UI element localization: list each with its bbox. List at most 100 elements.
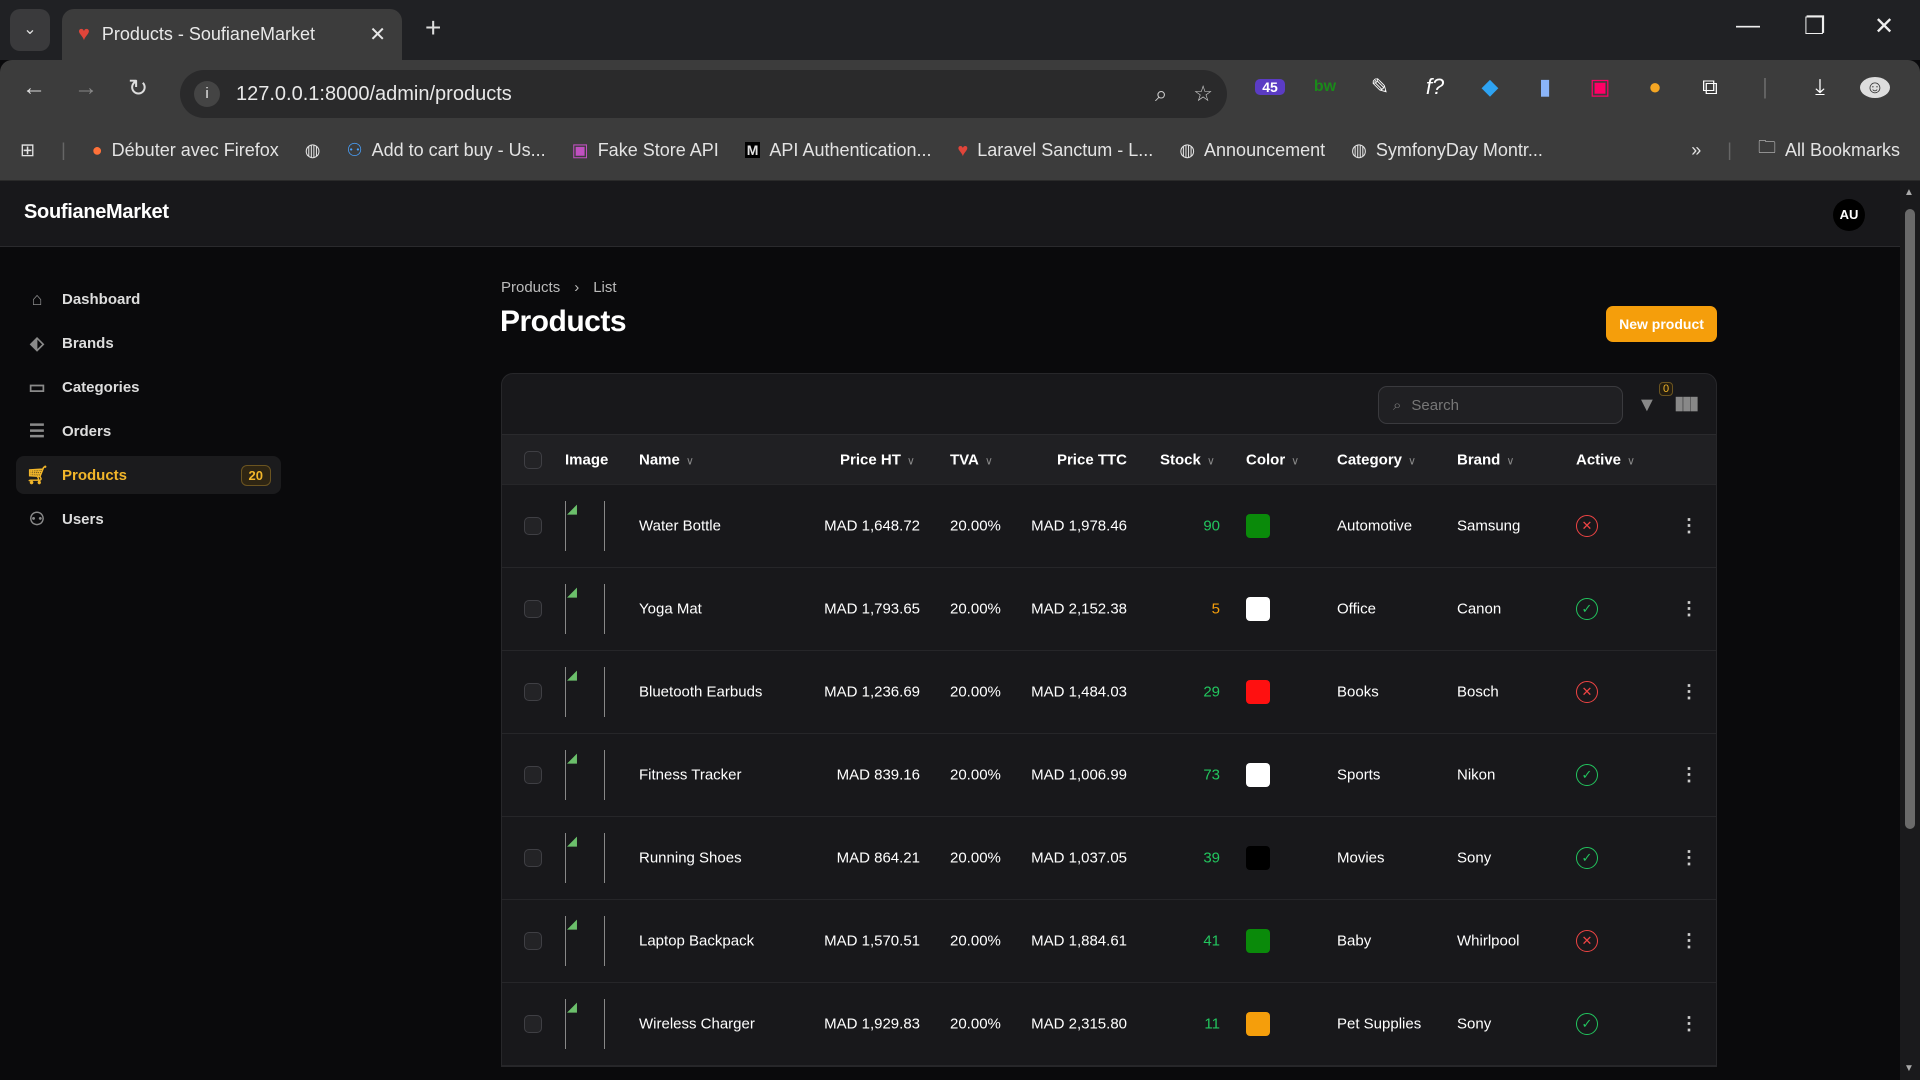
row-actions-kebab-icon[interactable]: ⋮ — [1680, 847, 1698, 868]
color-picker-icon[interactable]: ✎ — [1370, 74, 1390, 99]
all-bookmarks-button[interactable]: 🗀 All Bookmarks — [1758, 135, 1900, 165]
table-row[interactable]: ◢ Wireless Charger MAD 1,929.83 20.00% M… — [502, 983, 1716, 1066]
brand-logo[interactable]: SoufianeMarket — [24, 201, 169, 223]
extensions-puzzle-icon[interactable]: ⧉ — [1702, 74, 1718, 99]
minimize-button[interactable]: — — [1736, 12, 1760, 39]
restore-button[interactable]: ❐ — [1804, 13, 1826, 40]
row-actions-kebab-icon[interactable]: ⋮ — [1680, 1013, 1698, 1034]
row-checkbox[interactable] — [524, 932, 542, 950]
bookmark-item[interactable]: ● Débuter avec Firefox — [91, 139, 279, 160]
table-row[interactable]: ◢ Water Bottle MAD 1,648.72 20.00% MAD 1… — [502, 485, 1716, 568]
price-ht: MAD 1,648.72 — [824, 517, 920, 535]
tva: 20.00% — [950, 932, 1001, 950]
row-checkbox[interactable] — [524, 600, 542, 618]
apps-grid-icon[interactable]: ⊞ — [20, 139, 36, 160]
new-tab-button[interactable]: + — [425, 12, 442, 43]
table-row[interactable]: ◢ Running Shoes MAD 864.21 20.00% MAD 1,… — [502, 817, 1716, 900]
zoom-icon[interactable]: ⌕ — [1154, 81, 1168, 106]
row-checkbox[interactable] — [524, 1015, 542, 1033]
folder-icon: ▭ — [28, 376, 46, 397]
profile-avatar-icon[interactable]: ☺ — [1860, 76, 1890, 98]
table-row[interactable]: ◢ Bluetooth Earbuds MAD 1,236.69 20.00% … — [502, 651, 1716, 734]
header-category[interactable]: Category ∨ — [1337, 451, 1417, 468]
user-avatar[interactable]: AU — [1833, 199, 1865, 231]
brand: Bosch — [1457, 683, 1499, 701]
sidebar-item-dashboard[interactable]: ⌂ Dashboard — [16, 280, 281, 318]
tab-search-button[interactable]: ⌄ — [10, 9, 50, 51]
sidebar-item-products[interactable]: 🛒︎ Products 20 — [16, 456, 281, 494]
table-row[interactable]: ◢ Yoga Mat MAD 1,793.65 20.00% MAD 2,152… — [502, 568, 1716, 651]
url-text[interactable]: 127.0.0.1:8000/admin/products — [236, 82, 512, 105]
header-stock[interactable]: Stock ∨ — [1160, 451, 1215, 468]
header-active[interactable]: Active ∨ — [1576, 451, 1636, 468]
row-actions-kebab-icon[interactable]: ⋮ — [1680, 681, 1698, 702]
broken-image-icon: ◢ — [567, 750, 577, 765]
active-check-icon: ✓ — [1576, 764, 1598, 786]
page-scrollbar[interactable]: ▲ ▼ — [1900, 181, 1920, 1080]
row-actions-kebab-icon[interactable]: ⋮ — [1680, 515, 1698, 536]
bookmark-item[interactable]: ◍ Announcement — [1179, 139, 1326, 160]
extension-badge-icon[interactable]: 45 — [1255, 79, 1285, 95]
download-icon[interactable]: ⤓ — [1815, 74, 1825, 99]
row-actions-kebab-icon[interactable]: ⋮ — [1680, 930, 1698, 951]
docs-extension-icon[interactable]: ▮ — [1538, 74, 1552, 99]
select-all-checkbox[interactable] — [524, 450, 542, 469]
bookmark-item[interactable]: ◍ — [305, 140, 321, 161]
search-input[interactable]: ⌕ Search — [1378, 386, 1623, 424]
table-toolbar: ⌕ Search ▼ 0 ▮▮▮ — [502, 374, 1716, 435]
close-window-button[interactable]: ✕ — [1874, 13, 1895, 40]
table-row[interactable]: ◢ Laptop Backpack MAD 1,570.51 20.00% MA… — [502, 900, 1716, 983]
sidebar-item-categories[interactable]: ▭ Categories — [16, 368, 281, 406]
site-info-icon[interactable]: i — [194, 81, 220, 107]
forward-icon[interactable]: → — [74, 74, 98, 101]
active-check-icon: ✓ — [1576, 847, 1598, 869]
header-tva[interactable]: TVA ∨ — [950, 451, 993, 468]
orange-extension-icon[interactable]: ● — [1648, 74, 1662, 99]
product-image: ◢ — [565, 667, 605, 717]
address-bar[interactable]: i 127.0.0.1:8000/admin/products ⌕ ☆ — [180, 70, 1227, 118]
bw-extension-icon[interactable]: bw — [1313, 78, 1337, 95]
new-product-button[interactable]: New product — [1606, 306, 1717, 342]
font-extension-icon[interactable]: f? — [1425, 74, 1445, 99]
more-bookmarks-icon[interactable]: » — [1691, 139, 1702, 160]
filter-icon[interactable]: ▼ — [1637, 394, 1657, 416]
pink-extension-icon[interactable]: ▣ — [1589, 74, 1611, 99]
scroll-down-icon[interactable]: ▼ — [1904, 1063, 1914, 1074]
stock: 39 — [1203, 849, 1220, 867]
columns-toggle-icon[interactable]: ▮▮▮ — [1674, 393, 1699, 414]
header-price-ht[interactable]: Price HT ∨ — [840, 451, 915, 468]
sidebar-item-brands[interactable]: ⬖ Brands — [16, 324, 281, 362]
row-actions-kebab-icon[interactable]: ⋮ — [1680, 764, 1698, 785]
table-row[interactable]: ◢ Fitness Tracker MAD 839.16 20.00% MAD … — [502, 734, 1716, 817]
sidebar-item-orders[interactable]: ☰ Orders — [16, 412, 281, 450]
blue-extension-icon[interactable]: ◆ — [1481, 74, 1499, 99]
header-color[interactable]: Color ∨ — [1246, 451, 1300, 468]
row-checkbox[interactable] — [524, 683, 542, 701]
header-brand[interactable]: Brand ∨ — [1457, 451, 1515, 468]
breadcrumb-products[interactable]: Products — [501, 279, 561, 296]
tag-icon: ⬖ — [30, 332, 44, 353]
back-icon[interactable]: ← — [22, 74, 46, 101]
row-checkbox[interactable] — [524, 849, 542, 867]
menu-kebab-icon[interactable]: ⋮ — [1915, 74, 1920, 100]
products-count-badge: 20 — [240, 464, 271, 486]
scrollbar-thumb[interactable] — [1905, 209, 1915, 829]
scroll-up-icon[interactable]: ▲ — [1904, 187, 1914, 198]
broken-image-icon: ◢ — [567, 916, 577, 931]
bookmark-star-icon[interactable]: ☆ — [1193, 81, 1213, 106]
sidebar-item-users[interactable]: ⚇ Users — [16, 500, 281, 538]
close-tab-icon[interactable]: ✕ — [369, 24, 386, 46]
row-checkbox[interactable] — [524, 766, 542, 784]
reload-icon[interactable]: ↻ — [128, 75, 149, 102]
bookmark-item[interactable]: ▣ Fake Store API — [571, 139, 719, 160]
bookmark-item[interactable]: M API Authentication... — [744, 139, 932, 160]
browser-tab-products[interactable]: ♥ Products - SoufianeMarket ✕ — [62, 9, 402, 60]
bookmark-item[interactable]: ♥ Laravel Sanctum - L... — [957, 139, 1154, 160]
product-name: Fitness Tracker — [639, 766, 742, 784]
price-ttc: MAD 1,037.05 — [1031, 849, 1127, 867]
bookmark-item[interactable]: ⚇ Add to cart buy - Us... — [346, 139, 546, 160]
bookmark-item[interactable]: ◍ SymfonyDay Montr... — [1351, 139, 1543, 160]
row-actions-kebab-icon[interactable]: ⋮ — [1680, 598, 1698, 619]
header-name[interactable]: Name ∨ — [639, 451, 694, 468]
row-checkbox[interactable] — [524, 517, 542, 535]
